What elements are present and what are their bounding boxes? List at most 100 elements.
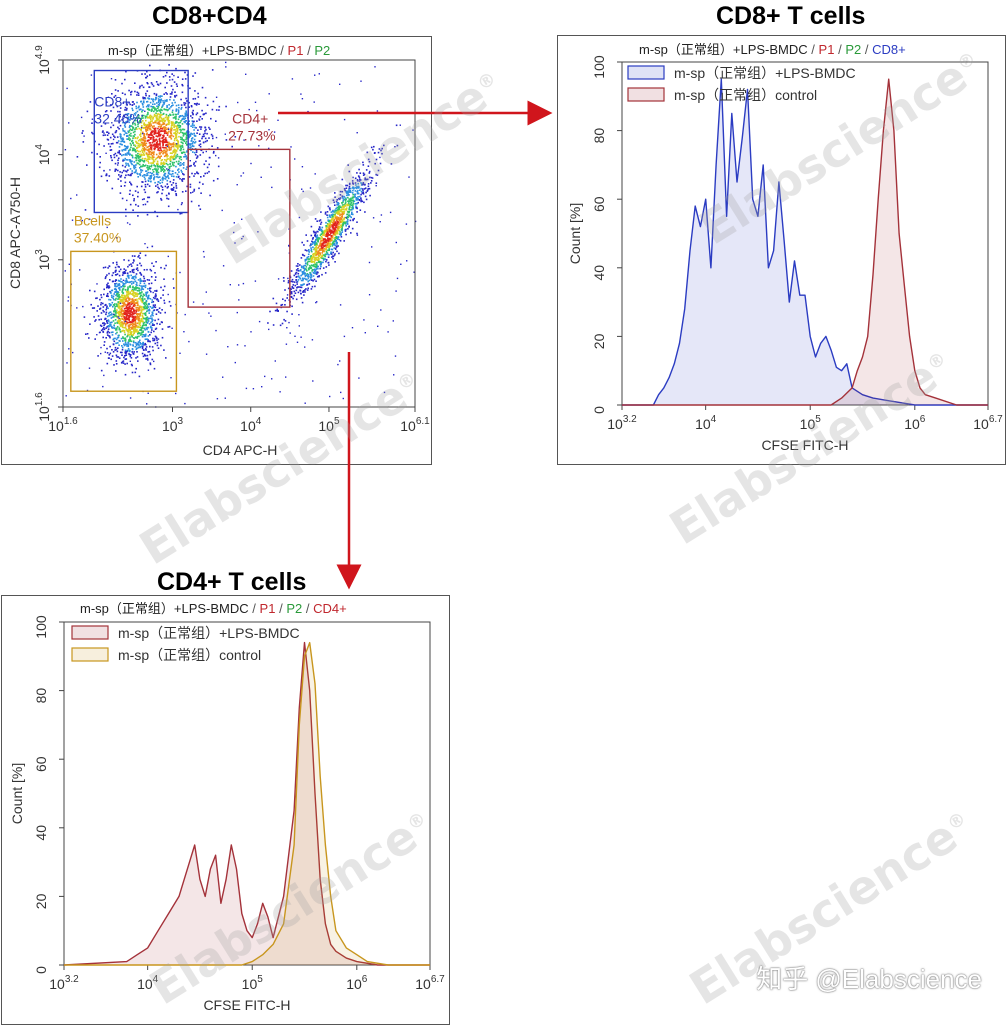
event-dot <box>156 140 159 143</box>
event-dot <box>141 280 143 282</box>
event-dot <box>334 236 336 239</box>
event-dot <box>185 134 188 137</box>
event-dot <box>172 104 174 106</box>
event-dot <box>168 325 171 328</box>
event-dot <box>370 180 373 182</box>
event-dot <box>119 113 121 116</box>
event-dot <box>368 160 371 163</box>
event-dot <box>135 343 138 345</box>
event-dot <box>135 308 138 311</box>
event-dot <box>125 318 127 321</box>
event-dot <box>344 221 346 224</box>
event-dot <box>313 231 315 234</box>
event-dot <box>118 174 120 176</box>
event-dot <box>132 194 134 197</box>
event-dot <box>358 176 361 178</box>
event-dot <box>304 249 307 251</box>
event-dot <box>330 230 332 233</box>
event-dot <box>192 301 195 303</box>
event-dot <box>129 142 132 145</box>
event-dot <box>138 287 141 290</box>
event-dot <box>329 226 331 228</box>
event-dot <box>179 178 181 180</box>
event-dot <box>305 288 307 290</box>
event-dot <box>158 166 160 168</box>
event-dot <box>154 306 157 309</box>
event-dot <box>141 151 144 153</box>
event-dot <box>209 156 211 159</box>
subtitle-sep: / <box>280 43 284 58</box>
event-dot <box>160 114 163 116</box>
event-dot <box>126 113 129 115</box>
event-dot <box>337 202 339 204</box>
event-dot <box>153 148 156 151</box>
event-dot <box>136 328 138 331</box>
event-dot <box>343 212 345 215</box>
event-dot <box>186 166 188 168</box>
event-dot <box>125 316 127 319</box>
event-dot <box>139 108 142 110</box>
event-dot <box>370 146 373 149</box>
event-dot <box>333 220 335 222</box>
event-dot <box>126 345 128 347</box>
event-dot <box>181 202 183 204</box>
event-dot <box>107 139 110 141</box>
event-dot <box>357 182 359 185</box>
event-dot <box>188 135 190 137</box>
event-dot <box>148 116 150 119</box>
event-dot <box>198 144 201 147</box>
event-dot <box>348 189 350 191</box>
event-dot <box>173 148 176 151</box>
event-dot <box>183 118 186 120</box>
event-dot <box>324 253 327 255</box>
event-dot <box>360 182 362 184</box>
event-dot <box>145 105 148 108</box>
event-dot <box>355 197 357 199</box>
event-dot <box>136 282 138 284</box>
event-dot <box>178 171 180 173</box>
event-dot <box>314 269 317 272</box>
event-dot <box>120 296 123 298</box>
event-dot <box>114 307 116 309</box>
event-dot <box>140 121 142 123</box>
event-dot <box>134 336 137 338</box>
event-dot <box>137 319 140 321</box>
legend-label: m-sp（正常组）+LPS-BMDC <box>674 65 856 81</box>
event-dot <box>305 258 308 261</box>
event-dot <box>167 145 169 147</box>
event-dot <box>121 82 123 85</box>
event-dot <box>120 315 123 318</box>
event-dot <box>163 174 166 177</box>
event-dot <box>178 106 180 109</box>
event-dot <box>119 115 121 118</box>
event-dot <box>130 309 132 311</box>
event-dot <box>254 280 257 282</box>
event-dot <box>128 134 131 136</box>
event-dot <box>113 135 115 137</box>
event-dot <box>142 96 144 99</box>
event-dot <box>252 388 255 390</box>
event-dot <box>166 141 169 144</box>
event-dot <box>111 93 113 95</box>
event-dot <box>114 162 117 165</box>
event-dot <box>137 94 140 96</box>
event-dot <box>135 147 138 150</box>
event-dot <box>139 292 141 294</box>
event-dot <box>162 294 164 296</box>
event-dot <box>123 268 125 270</box>
event-dot <box>160 170 162 172</box>
event-dot <box>166 71 168 74</box>
event-dot <box>138 326 140 329</box>
event-dot <box>148 340 151 342</box>
event-dot <box>123 302 126 304</box>
event-dot <box>141 175 144 177</box>
event-dot <box>194 142 196 144</box>
event-dot <box>136 172 138 175</box>
event-dot <box>194 90 196 92</box>
event-dot <box>149 125 151 128</box>
event-dot <box>140 100 142 103</box>
event-dot <box>173 139 176 142</box>
event-dot <box>125 170 127 172</box>
event-dot <box>318 258 320 260</box>
